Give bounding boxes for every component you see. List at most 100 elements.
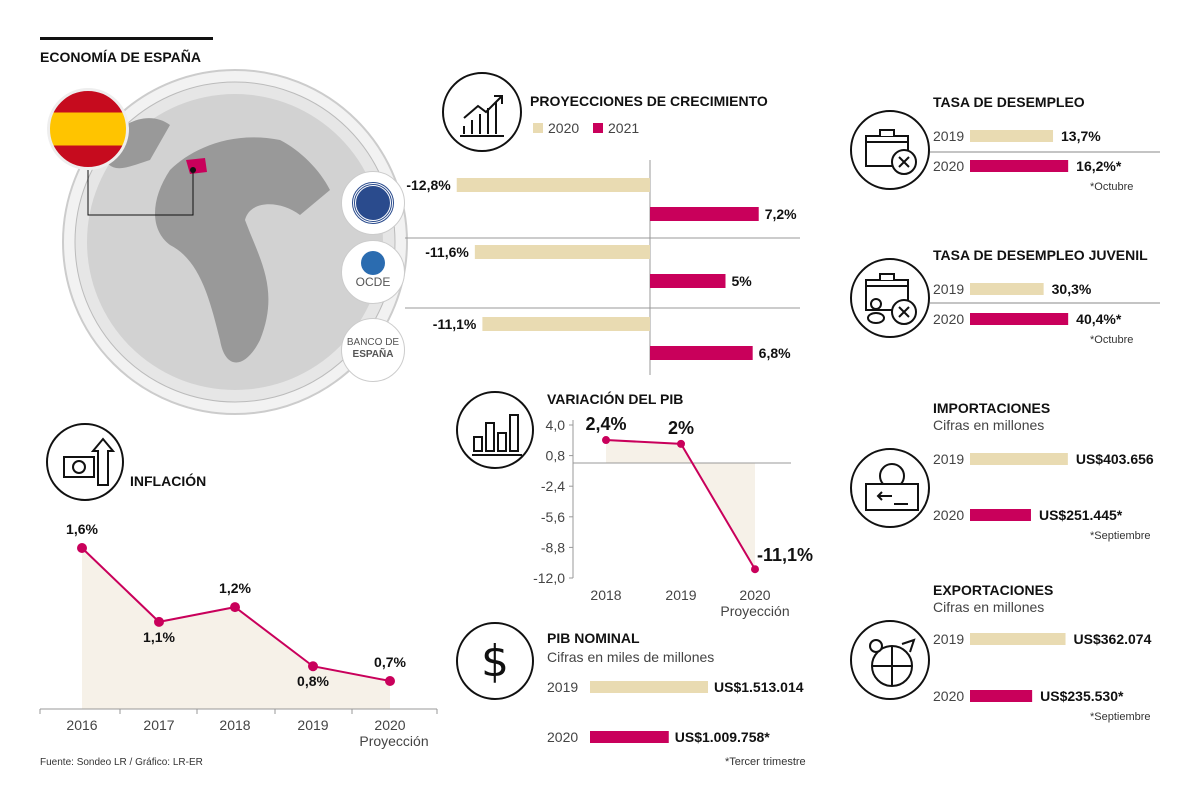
data-label: 1,2%: [219, 580, 251, 596]
page-title: ECONOMÍA DE ESPAÑA: [40, 49, 202, 65]
bar-label: 7,2%: [765, 206, 797, 222]
data-point: [385, 676, 395, 687]
bde-text-1: BANCO DE: [346, 337, 400, 348]
x-tick-label: 2018: [219, 717, 250, 733]
legend-swatch-2020: [533, 123, 543, 133]
chart-title: PROYECCIONES DE CRECIMIENTO: [530, 93, 768, 109]
bar-label: US$362.074: [1074, 631, 1152, 647]
chart-title: TASA DE DESEMPLEO: [933, 94, 1085, 110]
chart-subtitle: Cifras en miles de millones: [547, 649, 714, 665]
year-label: 2020: [547, 729, 578, 745]
data-point: [751, 565, 759, 574]
x-tick-label: 2019: [297, 717, 328, 733]
year-label: 2020: [933, 311, 964, 327]
bar-label: -11,6%: [425, 244, 469, 260]
year-label: 2020: [933, 507, 964, 523]
chart-subtitle: Cifras en millones: [933, 599, 1044, 615]
data-point: [602, 436, 610, 445]
dollar-icon: $: [456, 622, 534, 700]
data-label: 0,7%: [374, 654, 406, 670]
bar-2020: [474, 245, 650, 259]
bar-2019: [970, 633, 1066, 645]
bar-2019: [590, 681, 709, 693]
bar-label: 6,8%: [759, 345, 791, 361]
x-tick-label: 2020: [374, 717, 405, 733]
footnote: *Octubre: [1090, 334, 1133, 346]
year-label: 2019: [933, 451, 964, 467]
money-arrow-icon: [46, 423, 124, 501]
y-tick-label: 4,0: [546, 417, 566, 433]
bar-label: 5%: [732, 273, 753, 289]
chart-title: INFLACIÓN: [130, 472, 206, 489]
y-tick-label: -8,8: [541, 539, 565, 555]
chart-subtitle: Cifras en millones: [933, 417, 1044, 433]
year-label: 2019: [933, 128, 964, 144]
bar-2019: [970, 453, 1068, 465]
data-point: [154, 616, 164, 627]
chart-title: EXPORTACIONES: [933, 582, 1053, 598]
year-label: 2020: [933, 158, 964, 174]
export-globe-plane-icon: [850, 620, 930, 700]
chart-title: TASA DE DESEMPLEO JUVENIL: [933, 247, 1148, 263]
data-point: [308, 661, 318, 672]
x-tick-label: 2018: [590, 587, 621, 603]
banco-de-espana-logo: BANCO DE ESPAÑA: [341, 318, 405, 382]
source-note: Fuente: Sondeo LR / Gráfico: LR-ER: [40, 757, 203, 768]
bar-chart-icon: [456, 391, 534, 469]
data-label: 2,4%: [585, 414, 626, 434]
data-point: [230, 602, 240, 613]
y-tick-label: -5,6: [541, 509, 565, 525]
bar-2020: [970, 313, 1069, 325]
year-label: 2019: [933, 281, 964, 297]
x-tick-label: 2019: [665, 587, 696, 603]
bde-text-2: ESPAÑA: [352, 349, 394, 360]
bar-label: US$1.009.758*: [675, 729, 771, 745]
briefcase-x-icon: [850, 110, 930, 190]
bar-label: -12,8%: [406, 177, 451, 193]
chart-title: PIB NOMINAL: [547, 630, 640, 646]
footnote: *Septiembre: [1090, 530, 1151, 542]
bar-label: US$1.513.014: [714, 679, 804, 695]
imf-logo: [341, 171, 405, 235]
area-fill: [606, 440, 755, 570]
data-label: 0,8%: [297, 673, 329, 689]
bar-2020: [970, 690, 1033, 702]
bar-2020: [590, 731, 669, 743]
x-sub-label: Proyección: [720, 603, 789, 619]
footnote: *Octubre: [1090, 181, 1133, 193]
bar-2020: [456, 178, 650, 192]
bar-2020: [970, 509, 1031, 521]
x-sub-label: Proyección: [359, 733, 428, 749]
ocde-logo: OCDE: [341, 240, 405, 304]
bar-2020: [482, 317, 650, 331]
bar-2019: [970, 283, 1044, 295]
chart-title: VARIACIÓN DEL PIB: [547, 390, 683, 407]
title-rule: [40, 37, 213, 40]
growth-chart-icon: [442, 72, 522, 152]
legend-label: 2020: [548, 120, 579, 136]
x-tick-label: 2016: [66, 717, 97, 733]
data-label: 1,6%: [66, 521, 98, 537]
chart-title: IMPORTACIONES: [933, 400, 1050, 416]
bar-2021: [650, 274, 726, 288]
bar-2021: [650, 207, 759, 221]
x-tick-label: 2017: [143, 717, 174, 733]
bar-label: 16,2%*: [1076, 158, 1122, 174]
spain-flag-icon: [47, 88, 129, 170]
bar-label: -11,1%: [433, 316, 477, 332]
y-tick-label: 0,8: [546, 448, 566, 464]
bar-2019: [970, 130, 1054, 142]
year-label: 2019: [933, 631, 964, 647]
legend-label: 2021: [608, 120, 639, 136]
y-tick-label: -2,4: [541, 478, 565, 494]
import-globe-box-icon: [850, 448, 930, 528]
bar-label: 13,7%: [1061, 128, 1101, 144]
footnote: *Septiembre: [1090, 711, 1151, 723]
y-tick-label: -12,0: [533, 570, 565, 586]
bar-label: US$251.445*: [1039, 507, 1123, 523]
data-point: [677, 439, 685, 448]
legend-swatch-2021: [593, 123, 603, 133]
data-label: -11,1%: [757, 545, 813, 565]
bar-label: US$235.530*: [1040, 688, 1124, 704]
